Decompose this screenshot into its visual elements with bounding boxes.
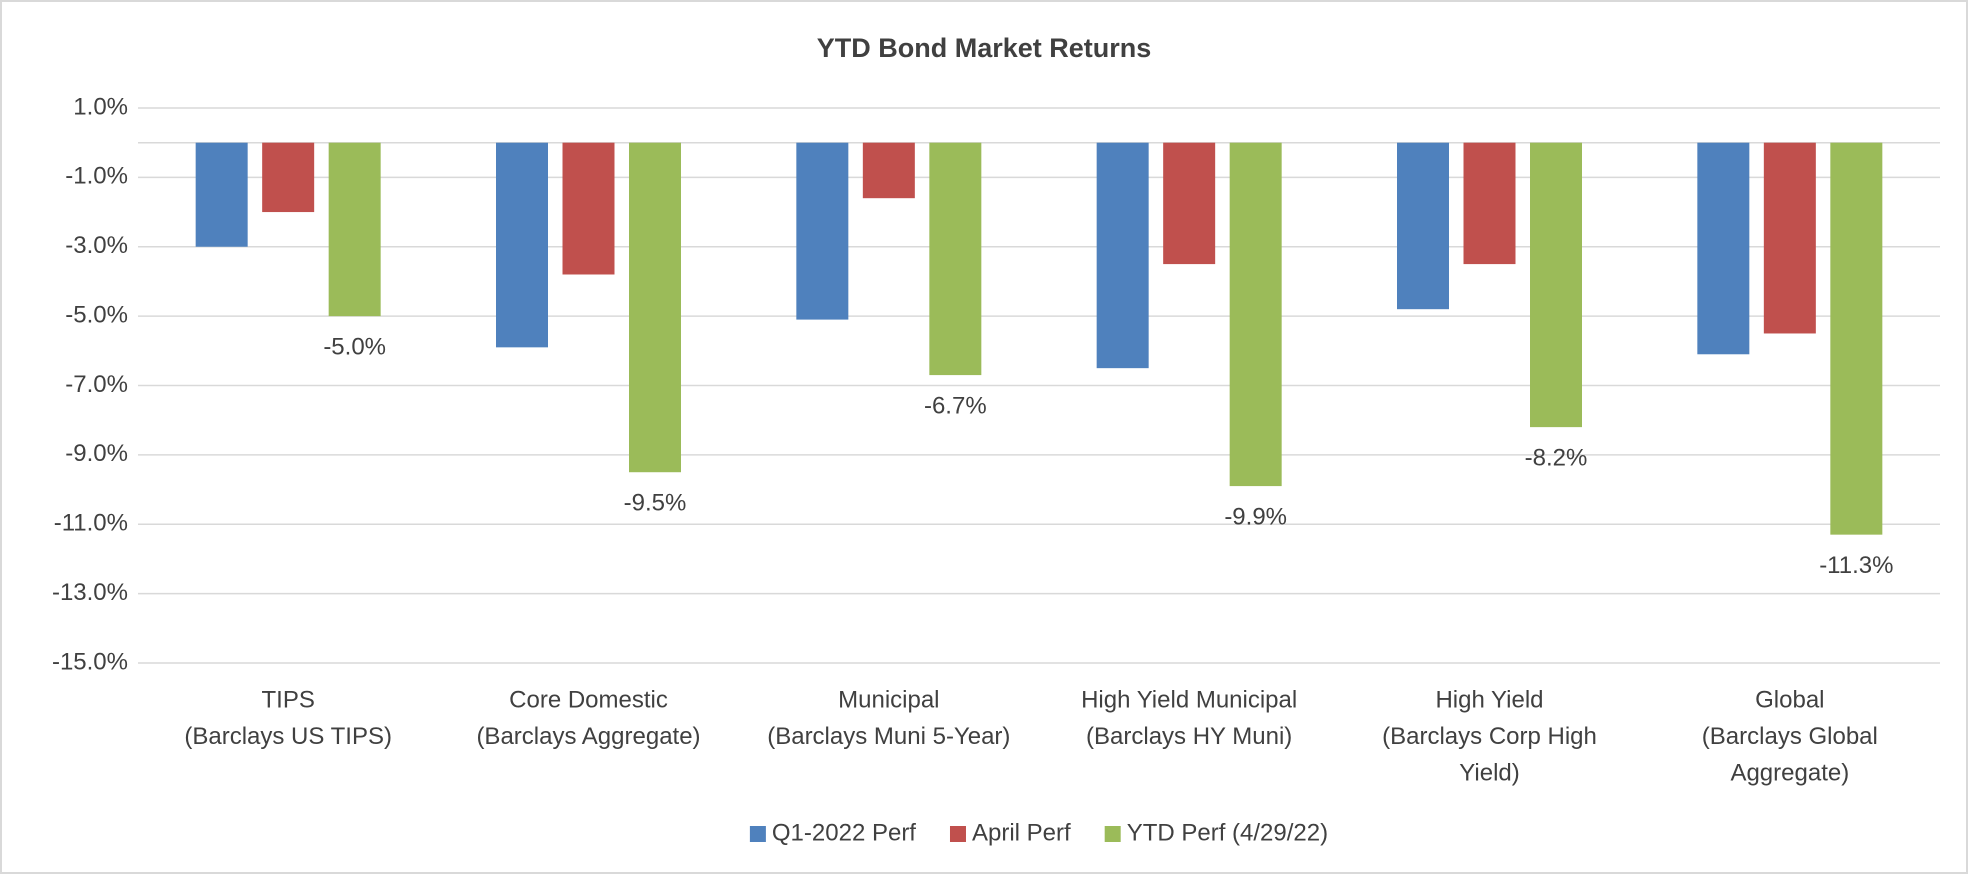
legend-label: Q1-2022 Perf: [772, 819, 916, 846]
y-tick-label: -5.0%: [65, 301, 128, 328]
bar: [1830, 142, 1883, 535]
y-tick-label: -3.0%: [65, 232, 128, 259]
data-label: -11.3%: [1819, 552, 1893, 579]
legend-label: April Perf: [972, 819, 1071, 846]
data-label: -8.2%: [1525, 444, 1588, 471]
bar: [496, 142, 548, 348]
y-tick-label: 1.0%: [73, 93, 128, 120]
y-tick-label: -1.0%: [65, 163, 128, 190]
bar: [629, 142, 681, 473]
bar: [195, 142, 248, 247]
bar: [1763, 142, 1816, 334]
data-label: -5.0%: [323, 333, 386, 360]
x-tick-label: (Barclays Corp High: [1382, 723, 1597, 750]
bar: [929, 142, 982, 376]
bar: [1463, 142, 1516, 265]
legend-label: YTD Perf (4/29/22): [1127, 819, 1328, 846]
y-tick-label: -13.0%: [52, 579, 128, 606]
bar: [1397, 142, 1449, 310]
x-tick-label: (Barclays US TIPS): [184, 723, 392, 750]
legend-swatch: [949, 826, 966, 842]
bar: [796, 142, 849, 320]
x-tick-label: (Barclays HY Muni): [1086, 723, 1292, 750]
y-tick-label: -7.0%: [65, 371, 128, 398]
x-tick-label: Aggregate): [1730, 759, 1849, 786]
x-tick-label: (Barclays Aggregate): [476, 723, 700, 750]
legend: Q1-2022 Perf April Perf YTD Perf (4/29/22): [749, 819, 1328, 846]
x-tick-label: Global: [1755, 686, 1824, 713]
bar: [1163, 142, 1216, 265]
bar: [262, 142, 315, 213]
y-tick-label: -15.0%: [52, 648, 128, 675]
x-tick-label: Municipal: [838, 686, 939, 713]
x-tick-label: TIPS: [261, 686, 314, 713]
chart-title: YTD Bond Market Returns: [817, 33, 1152, 63]
x-tick-label: Yield): [1459, 759, 1519, 786]
bar: [562, 142, 615, 275]
data-label: -6.7%: [924, 392, 987, 419]
bar: [862, 142, 915, 199]
bar: [328, 142, 381, 317]
x-tick-label: High Yield Municipal: [1081, 686, 1297, 713]
bar: [1530, 142, 1582, 428]
bar: [1229, 142, 1282, 487]
data-label: -9.5%: [624, 490, 687, 517]
legend-swatch: [1104, 826, 1121, 842]
x-tick-label: (Barclays Global: [1702, 723, 1878, 750]
bar: [1697, 142, 1750, 355]
data-label: -9.9%: [1224, 503, 1287, 530]
x-tick-label: Core Domestic: [509, 686, 668, 713]
x-tick-label: High Yield: [1435, 686, 1543, 713]
x-tick-label: (Barclays Muni 5-Year): [767, 723, 1010, 750]
bar: [1096, 142, 1149, 369]
y-tick-label: -9.0%: [65, 440, 128, 467]
legend-swatch: [749, 826, 766, 842]
y-tick-label: -11.0%: [54, 510, 128, 537]
